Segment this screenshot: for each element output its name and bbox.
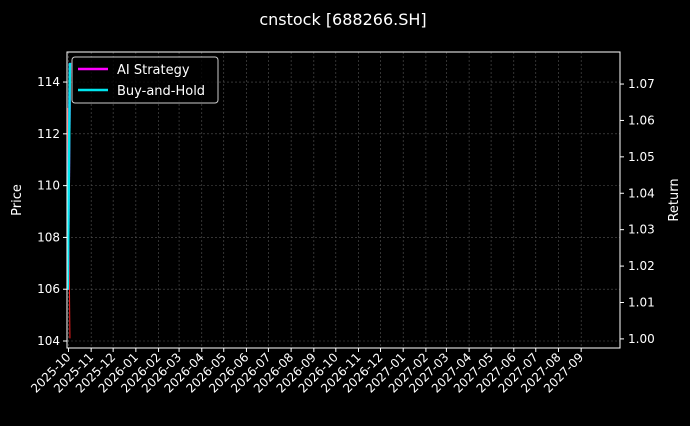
y-tick-label: 104: [37, 334, 60, 348]
y-axis-right-label: Return: [667, 178, 682, 221]
y-tick-label: 110: [37, 179, 60, 193]
x-axis: 2025-102025-112025-122026-012026-022026-…: [28, 348, 586, 396]
legend-label-buy-and-hold: Buy-and-Hold: [117, 84, 205, 99]
y-right-tick-label: 1.03: [628, 223, 655, 237]
y-right-tick-label: 1.07: [628, 77, 655, 91]
legend-label-ai-strategy: AI Strategy: [117, 63, 190, 78]
y-tick-label: 106: [37, 282, 60, 296]
y-tick-label: 114: [37, 75, 60, 89]
y-right-tick-label: 1.06: [628, 113, 655, 127]
right-axis: 1.00 1.01 1.02 1.03 1.04 1.05 1.06 1.07: [620, 77, 655, 346]
chart-title: cnstock [688266.SH]: [259, 10, 426, 29]
y-right-tick-label: 1.05: [628, 150, 655, 164]
plot-frame: [66, 51, 621, 349]
series-line-buy-and-hold: [66, 62, 72, 290]
lines: [66, 62, 72, 339]
y-tick-label: 108: [37, 230, 60, 244]
left-axis: 104 106 108 110 112 114: [37, 75, 67, 348]
legend: AI Strategy Buy-and-Hold: [71, 56, 219, 104]
y-right-tick-label: 1.01: [628, 295, 655, 309]
y-right-tick-label: 1.02: [628, 259, 655, 273]
legend-box: [71, 56, 219, 104]
y-axis-label: Price: [10, 184, 25, 216]
y-tick-label: 112: [37, 127, 60, 141]
y-right-tick-label: 1.04: [628, 186, 655, 200]
y-right-tick-label: 1.00: [628, 332, 655, 346]
